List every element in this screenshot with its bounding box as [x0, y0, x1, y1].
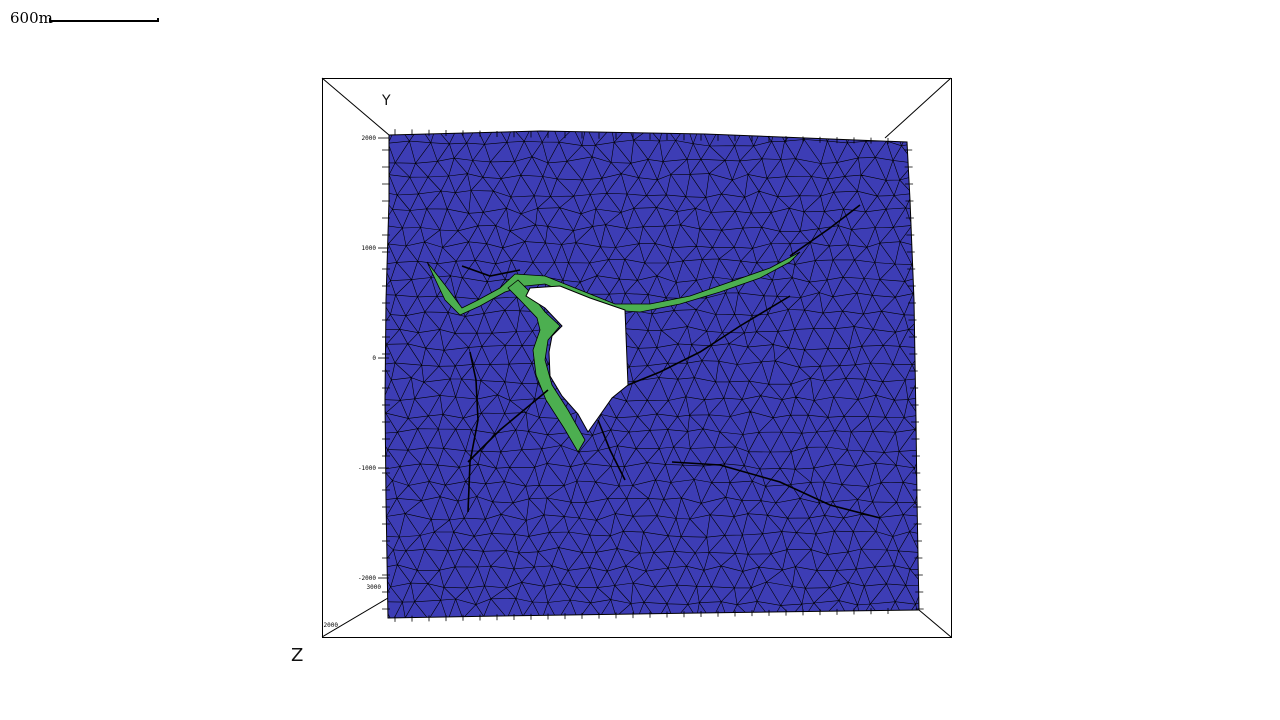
fault-trace-lower-left: [467, 389, 549, 463]
z-axis-ticks: 3000 2000: [324, 584, 382, 629]
fault-trace-left: [467, 351, 479, 513]
fault-surface[interactable]: [426, 251, 801, 453]
bounding-box-frame: [322, 78, 952, 638]
fault-trace-right: [627, 295, 791, 386]
y-tick-label: -2000: [358, 575, 376, 582]
z-axis-label: Z: [291, 645, 303, 666]
y-tick-label: 2000: [362, 135, 377, 142]
y-tick-label: 1000: [362, 245, 377, 252]
mesh-edge-tick-marks: [382, 129, 924, 622]
bounding-box-edge-tr: [884, 77, 952, 139]
z-tick-label: 2000: [324, 622, 339, 629]
fault-traces: [461, 204, 881, 519]
y-axis-ticks: 2000 1000 0 -1000 -2000: [358, 135, 389, 582]
bounding-box: [321, 77, 952, 638]
y-axis-label: Y: [381, 93, 391, 109]
fault-trace-upper-left: [461, 265, 521, 277]
scale-bar-label: 600m: [10, 9, 53, 27]
bounding-box-edge-bl: [321, 597, 389, 638]
fault-trace-upper-right: [789, 204, 861, 257]
bounding-box-edge-tl: [321, 77, 390, 136]
fault-band-left: [507, 279, 586, 453]
fault-trace-center: [597, 419, 626, 481]
bounding-box-edge-br: [918, 609, 952, 638]
y-tick-label: 0: [372, 355, 376, 362]
scale-bar: [49, 18, 159, 22]
z-tick-label: 3000: [367, 584, 382, 591]
mesh-hole: [525, 285, 629, 433]
y-tick-label: -1000: [358, 465, 376, 472]
fault-trace-bottom-right: [671, 461, 881, 519]
mesh-edge-ticks: [382, 129, 924, 622]
